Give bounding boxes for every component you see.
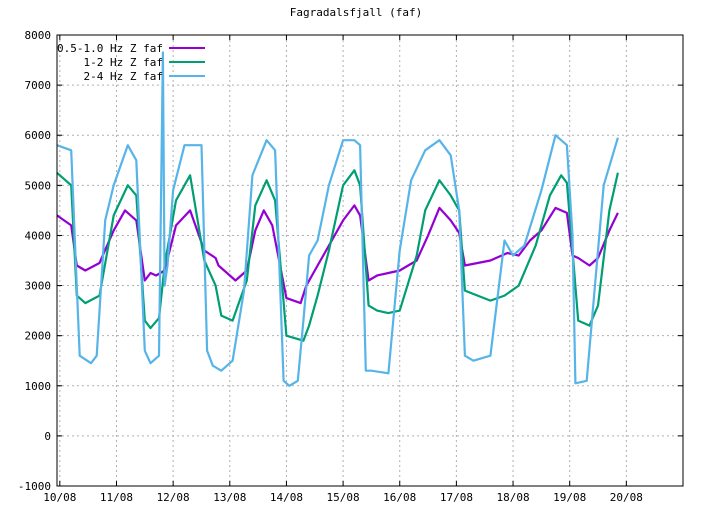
legend-label: 2-4 Hz Z faf <box>84 70 163 83</box>
y-tick-label: 7000 <box>25 79 52 92</box>
legend-label: 0.5-1.0 Hz Z faf <box>57 42 163 55</box>
plot-frame <box>56 34 684 487</box>
x-tick-label: 18/08 <box>496 491 529 504</box>
y-tick-label: 0 <box>44 430 51 443</box>
y-tick-label: 6000 <box>25 129 52 142</box>
y-tick-label: 4000 <box>25 229 52 242</box>
x-tick-label: 11/08 <box>100 491 133 504</box>
legend-label: 1-2 Hz Z faf <box>84 56 163 69</box>
x-tick-label: 20/08 <box>610 491 643 504</box>
x-tick-label: 10/08 <box>43 491 76 504</box>
x-tick-label: 13/08 <box>213 491 246 504</box>
x-tick-label: 14/08 <box>270 491 303 504</box>
x-tick-label: 12/08 <box>157 491 190 504</box>
x-tick-label: 19/08 <box>553 491 586 504</box>
grid <box>57 34 683 487</box>
x-axis: 10/08 11/08 12/08 13/08 14/08 15/08 16/08 17/08… <box>43 35 643 504</box>
series-line-1 <box>56 204 619 305</box>
series-layer <box>56 51 619 387</box>
x-tick-label: 17/08 <box>440 491 473 504</box>
y-tick-label: 2000 <box>25 330 52 343</box>
chart-title: Fagradalsfjall (faf) <box>290 6 422 19</box>
y-tick-label: 8000 <box>25 29 52 42</box>
x-tick-label: 16/08 <box>383 491 416 504</box>
y-axis: -1000 0 1000 2000 3000 4000 5000 6000 7000 8000 <box>18 29 683 493</box>
series-line-2 <box>56 169 619 342</box>
y-tick-label: 1000 <box>25 380 52 393</box>
y-tick-label: 3000 <box>25 280 52 293</box>
y-tick-label: -1000 <box>18 480 51 493</box>
x-tick-label: 15/08 <box>327 491 360 504</box>
y-tick-label: 5000 <box>25 179 52 192</box>
series-line-3 <box>56 51 619 387</box>
